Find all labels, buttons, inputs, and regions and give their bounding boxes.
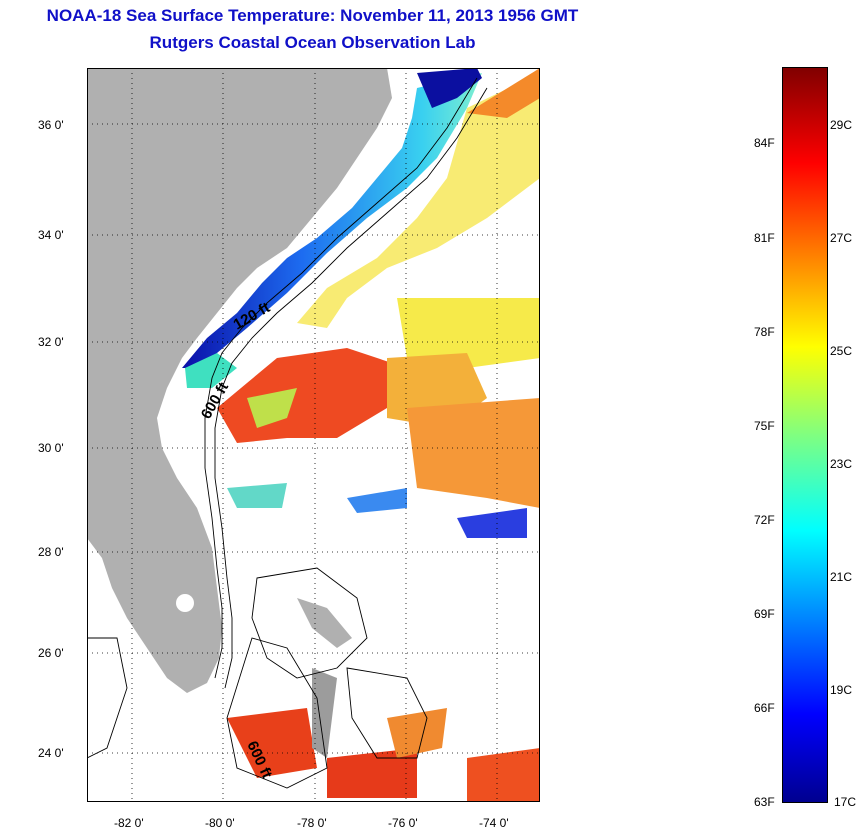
lon-label: -76 0': [388, 816, 418, 830]
lat-label: 26 0': [38, 646, 64, 660]
colorbar-c-label: 25C: [830, 344, 853, 358]
cold-coastal-water: [182, 68, 482, 388]
lat-label: 24 0': [38, 746, 64, 760]
lat-label: 30 0': [38, 441, 64, 455]
page-subtitle: Rutgers Coastal Ocean Observation Lab: [149, 33, 476, 52]
colorbar-c-label: 29C: [830, 118, 853, 132]
lat-label: 28 0': [38, 545, 64, 559]
colorbar-f-label: 75F: [754, 419, 775, 433]
colorbar-c-label: 23C: [830, 457, 853, 471]
lon-label: -74 0': [479, 816, 509, 830]
colorbar-f-label: 66F: [754, 701, 775, 715]
map-frame: [87, 68, 540, 802]
colorbar-f-label: 78F: [754, 325, 775, 339]
cold-water-specks: [227, 483, 527, 538]
isobath-lines: [87, 77, 488, 789]
colorbar-c-label: 27C: [830, 231, 853, 245]
lon-label: -80 0': [205, 816, 235, 830]
warm-water-patches: [217, 68, 540, 802]
sst-map: 120 ft 600 ft 600 ft: [87, 68, 540, 802]
colorbar-f-label: 72F: [754, 513, 775, 527]
colorbar: [782, 67, 828, 803]
lon-label: -82 0': [114, 816, 144, 830]
colorbar-c-label: 21C: [830, 570, 853, 584]
lat-label: 36 0': [38, 118, 64, 132]
page-title: NOAA-18 Sea Surface Temperature: Novembe…: [46, 6, 579, 25]
colorbar-f-label: 84F: [754, 136, 775, 150]
lat-label: 34 0': [38, 228, 64, 242]
lat-label: 32 0': [38, 335, 64, 349]
map-grid: [87, 68, 540, 802]
colorbar-c-label: 19C: [830, 683, 853, 697]
colorbar-f-label: 69F: [754, 607, 775, 621]
colorbar-c-label: 17C: [834, 795, 857, 809]
colorbar-f-label: 81F: [754, 231, 775, 245]
land: [87, 68, 392, 758]
colorbar-gradient: [782, 67, 828, 803]
lon-label: -78 0': [297, 816, 327, 830]
colorbar-f-label: 63F: [754, 795, 775, 809]
